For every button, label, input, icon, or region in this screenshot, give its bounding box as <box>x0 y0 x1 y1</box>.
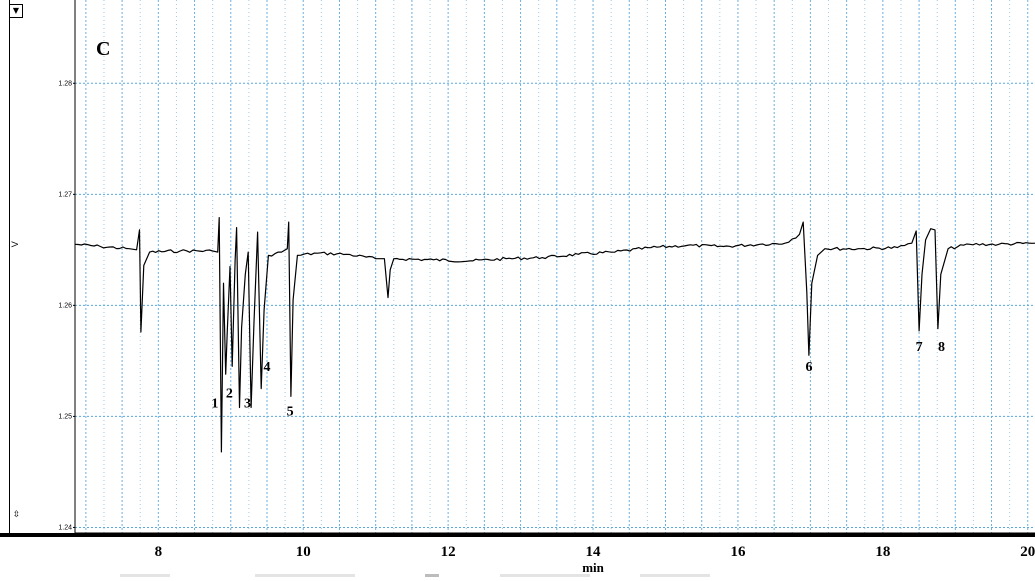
panel-title: C <box>96 38 110 60</box>
x-tick-label: 8 <box>155 544 163 560</box>
peak-label: 1 <box>211 397 218 412</box>
menu-dropdown-button[interactable]: ▼ <box>9 4 23 18</box>
y-tick-label: 1.25 <box>58 413 72 420</box>
y-tick-label: 1.24 <box>58 524 72 531</box>
x-tick-label: 18 <box>875 544 890 560</box>
peak-label: 2 <box>226 387 233 402</box>
x-tick-label: 14 <box>586 544 602 560</box>
x-tick-label: 10 <box>296 544 311 560</box>
zoom-arrows-button[interactable]: ⇳ <box>10 511 23 531</box>
grid <box>75 0 1035 533</box>
left-ruler <box>9 0 10 535</box>
x-tick-label: 16 <box>730 544 746 560</box>
peak-label: 8 <box>938 340 945 355</box>
zoom-arrows-icon: ⇳ <box>12 510 21 520</box>
trace-layer <box>74 217 1035 453</box>
peak-label: 4 <box>264 360 271 375</box>
x-tick-label: 12 <box>441 544 456 560</box>
peak-label: 5 <box>287 404 294 419</box>
y-tick-label: 1.27 <box>58 191 72 198</box>
peak-label: 7 <box>916 340 923 355</box>
labels: 1.24 1.25 1.26 1.27 1.28 8 10 12 14 16 18 20 min V C 12… <box>10 38 1035 575</box>
y-tick-label: 1.26 <box>58 302 72 309</box>
y-axis-label: V <box>10 241 20 247</box>
peak-label: 6 <box>805 360 812 375</box>
dropdown-triangle-icon: ▼ <box>12 6 20 15</box>
y-tick-label: 1.28 <box>58 80 72 87</box>
peak-label: 3 <box>244 397 251 412</box>
scroll-marks <box>80 574 780 577</box>
chromatogram-trace <box>74 217 1035 453</box>
x-axis-label: min <box>582 560 604 575</box>
axes <box>73 0 1035 534</box>
horizontal-scrollbar[interactable] <box>0 533 1035 537</box>
x-tick-label: 20 <box>1020 544 1035 560</box>
